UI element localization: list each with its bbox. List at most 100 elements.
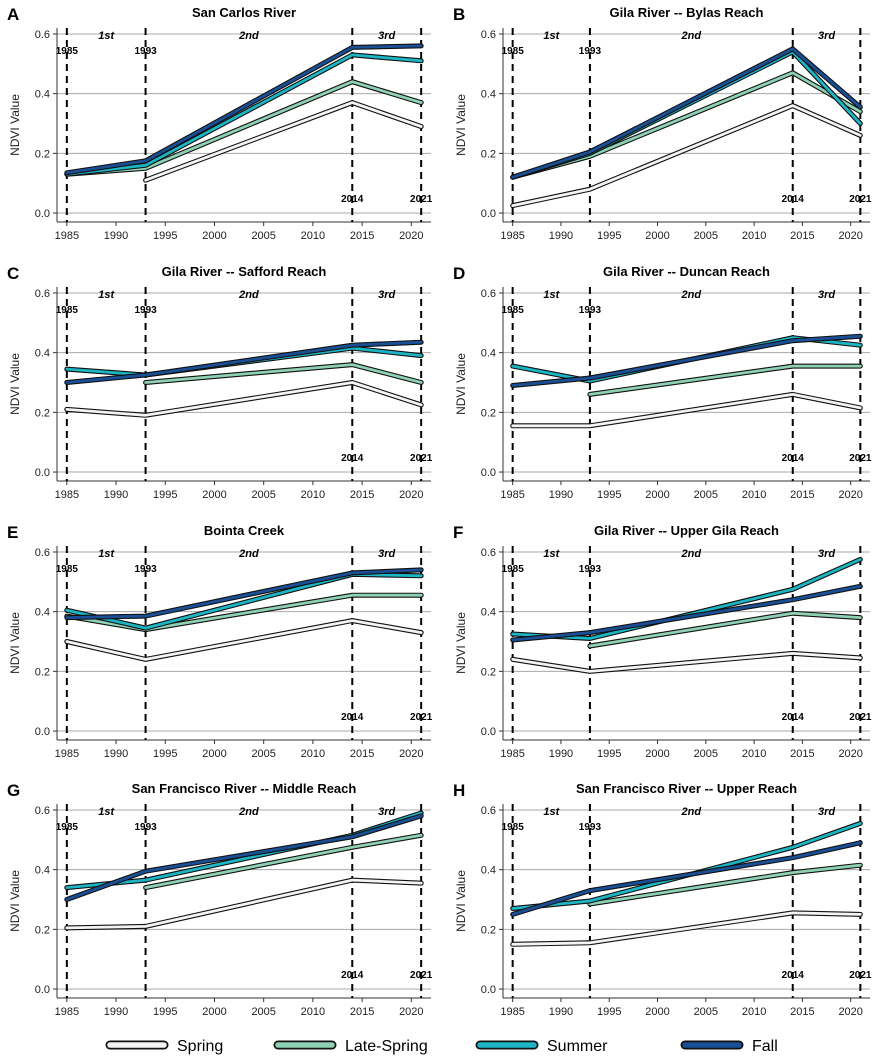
era-label: 2nd <box>238 806 259 818</box>
x-tick-label: 2005 <box>694 489 718 501</box>
x-tick-label: 1985 <box>55 748 79 760</box>
x-tick-label: 2020 <box>399 748 423 760</box>
y-tick-label: 0.6 <box>481 288 496 300</box>
era-label: 1st <box>98 30 115 42</box>
y-axis-title: NDVI Value <box>8 870 22 932</box>
y-axis-title: NDVI Value <box>454 353 468 415</box>
era-label: 2nd <box>681 548 702 560</box>
x-tick-label: 2015 <box>790 489 814 501</box>
period-year-label: 1993 <box>579 305 602 316</box>
series-fall <box>510 46 863 180</box>
y-tick-label: 0.2 <box>481 148 496 160</box>
legend-item-spring: Spring <box>105 1038 223 1055</box>
era-label: 3rd <box>378 30 395 42</box>
x-tick-label: 1990 <box>549 230 573 242</box>
period-year-label: 2021 <box>849 712 872 723</box>
era-label: 1st <box>98 806 115 818</box>
series-line <box>65 381 423 417</box>
legend-label: Late-Spring <box>345 1038 428 1055</box>
period-year-label: 1993 <box>134 305 157 316</box>
series-line <box>144 363 423 384</box>
x-tick-label: 2015 <box>790 748 814 760</box>
era-label: 3rd <box>818 548 835 560</box>
series-line <box>588 863 862 906</box>
period-year-label: 1985 <box>502 822 525 833</box>
panel-letter: F <box>453 523 463 542</box>
era-label: 1st <box>98 289 115 301</box>
series-line <box>511 841 862 916</box>
panel-f: 0.0 0.2 0.4 0.6 1985 1990 1995 2000 2005 2010 2015… <box>453 523 872 760</box>
x-tick-label: 1995 <box>597 1006 621 1018</box>
panel-title: Gila River -- Duncan Reach <box>603 264 770 279</box>
legend-item-late-spring: Late-Spring <box>273 1038 428 1055</box>
era-label: 3rd <box>818 289 835 301</box>
period-year-label: 2014 <box>782 712 805 723</box>
legend-label: Fall <box>752 1038 778 1055</box>
x-tick-label: 2020 <box>838 1006 862 1018</box>
period-year-label: 2021 <box>849 453 872 464</box>
era-label: 3rd <box>818 30 835 42</box>
x-tick-label: 2015 <box>350 748 374 760</box>
series-line <box>511 392 862 428</box>
panel-title: Gila River -- Bylas Reach <box>610 5 764 20</box>
series-late-spring <box>143 832 424 891</box>
period-year-label: 1993 <box>134 564 157 575</box>
x-tick-label: 2020 <box>399 1006 423 1018</box>
x-tick-label: 1995 <box>153 489 177 501</box>
y-tick-label: 0.0 <box>35 208 50 220</box>
period-year-label: 2014 <box>341 970 364 981</box>
x-tick-label: 1985 <box>55 489 79 501</box>
x-tick-label: 2000 <box>645 230 669 242</box>
x-tick-label: 1985 <box>500 1006 524 1018</box>
x-tick-label: 2015 <box>350 1006 374 1018</box>
series-line <box>144 101 423 182</box>
x-tick-label: 2010 <box>742 489 766 501</box>
series-line <box>65 340 423 384</box>
period-year-label: 2021 <box>410 194 433 205</box>
y-tick-label: 0.2 <box>35 148 50 160</box>
series-line <box>588 611 862 648</box>
series-line-outline <box>510 103 863 209</box>
x-tick-label: 2005 <box>694 230 718 242</box>
y-tick-label: 0.0 <box>481 984 496 996</box>
series-spring <box>64 380 424 418</box>
y-tick-label: 0.2 <box>35 407 50 419</box>
era-label: 3rd <box>378 806 395 818</box>
y-axis-title: NDVI Value <box>454 94 468 156</box>
y-tick-label: 0.6 <box>481 805 496 817</box>
series-fall <box>510 840 863 917</box>
y-tick-label: 0.4 <box>481 89 496 101</box>
period-year-label: 1985 <box>56 46 79 57</box>
series-line <box>144 833 423 889</box>
x-tick-label: 2020 <box>838 489 862 501</box>
x-tick-label: 2005 <box>251 489 275 501</box>
series-late-spring <box>587 862 863 907</box>
x-tick-label: 2000 <box>645 1006 669 1018</box>
period-year-label: 2014 <box>341 712 364 723</box>
era-label: 2nd <box>681 289 702 301</box>
era-label: 2nd <box>238 548 259 560</box>
panel-h: 0.0 0.2 0.4 0.6 1985 1990 1995 2000 2005 2010 2015… <box>453 781 872 1018</box>
era-label: 1st <box>98 548 115 560</box>
series-line <box>65 44 423 175</box>
x-tick-label: 1995 <box>597 230 621 242</box>
series-line <box>65 568 423 619</box>
x-tick-label: 2000 <box>202 230 226 242</box>
panel-letter: G <box>7 781 20 800</box>
era-label: 3rd <box>818 806 835 818</box>
x-tick-label: 2010 <box>301 748 325 760</box>
x-tick-label: 1990 <box>104 489 128 501</box>
panel-g: 0.0 0.2 0.4 0.6 1985 1990 1995 2000 2005 2010 2015… <box>7 781 433 1018</box>
x-tick-label: 2000 <box>202 748 226 760</box>
series-late-spring <box>64 592 424 633</box>
x-tick-label: 2005 <box>251 1006 275 1018</box>
legend: Spring Late-Spring Summer Fall <box>105 1038 778 1055</box>
era-label: 1st <box>543 289 560 301</box>
legend-item-summer: Summer <box>475 1038 608 1055</box>
series-line <box>588 364 862 396</box>
y-tick-label: 0.6 <box>481 547 496 559</box>
x-tick-label: 1990 <box>104 1006 128 1018</box>
y-tick-label: 0.0 <box>481 467 496 479</box>
x-tick-label: 2000 <box>202 489 226 501</box>
